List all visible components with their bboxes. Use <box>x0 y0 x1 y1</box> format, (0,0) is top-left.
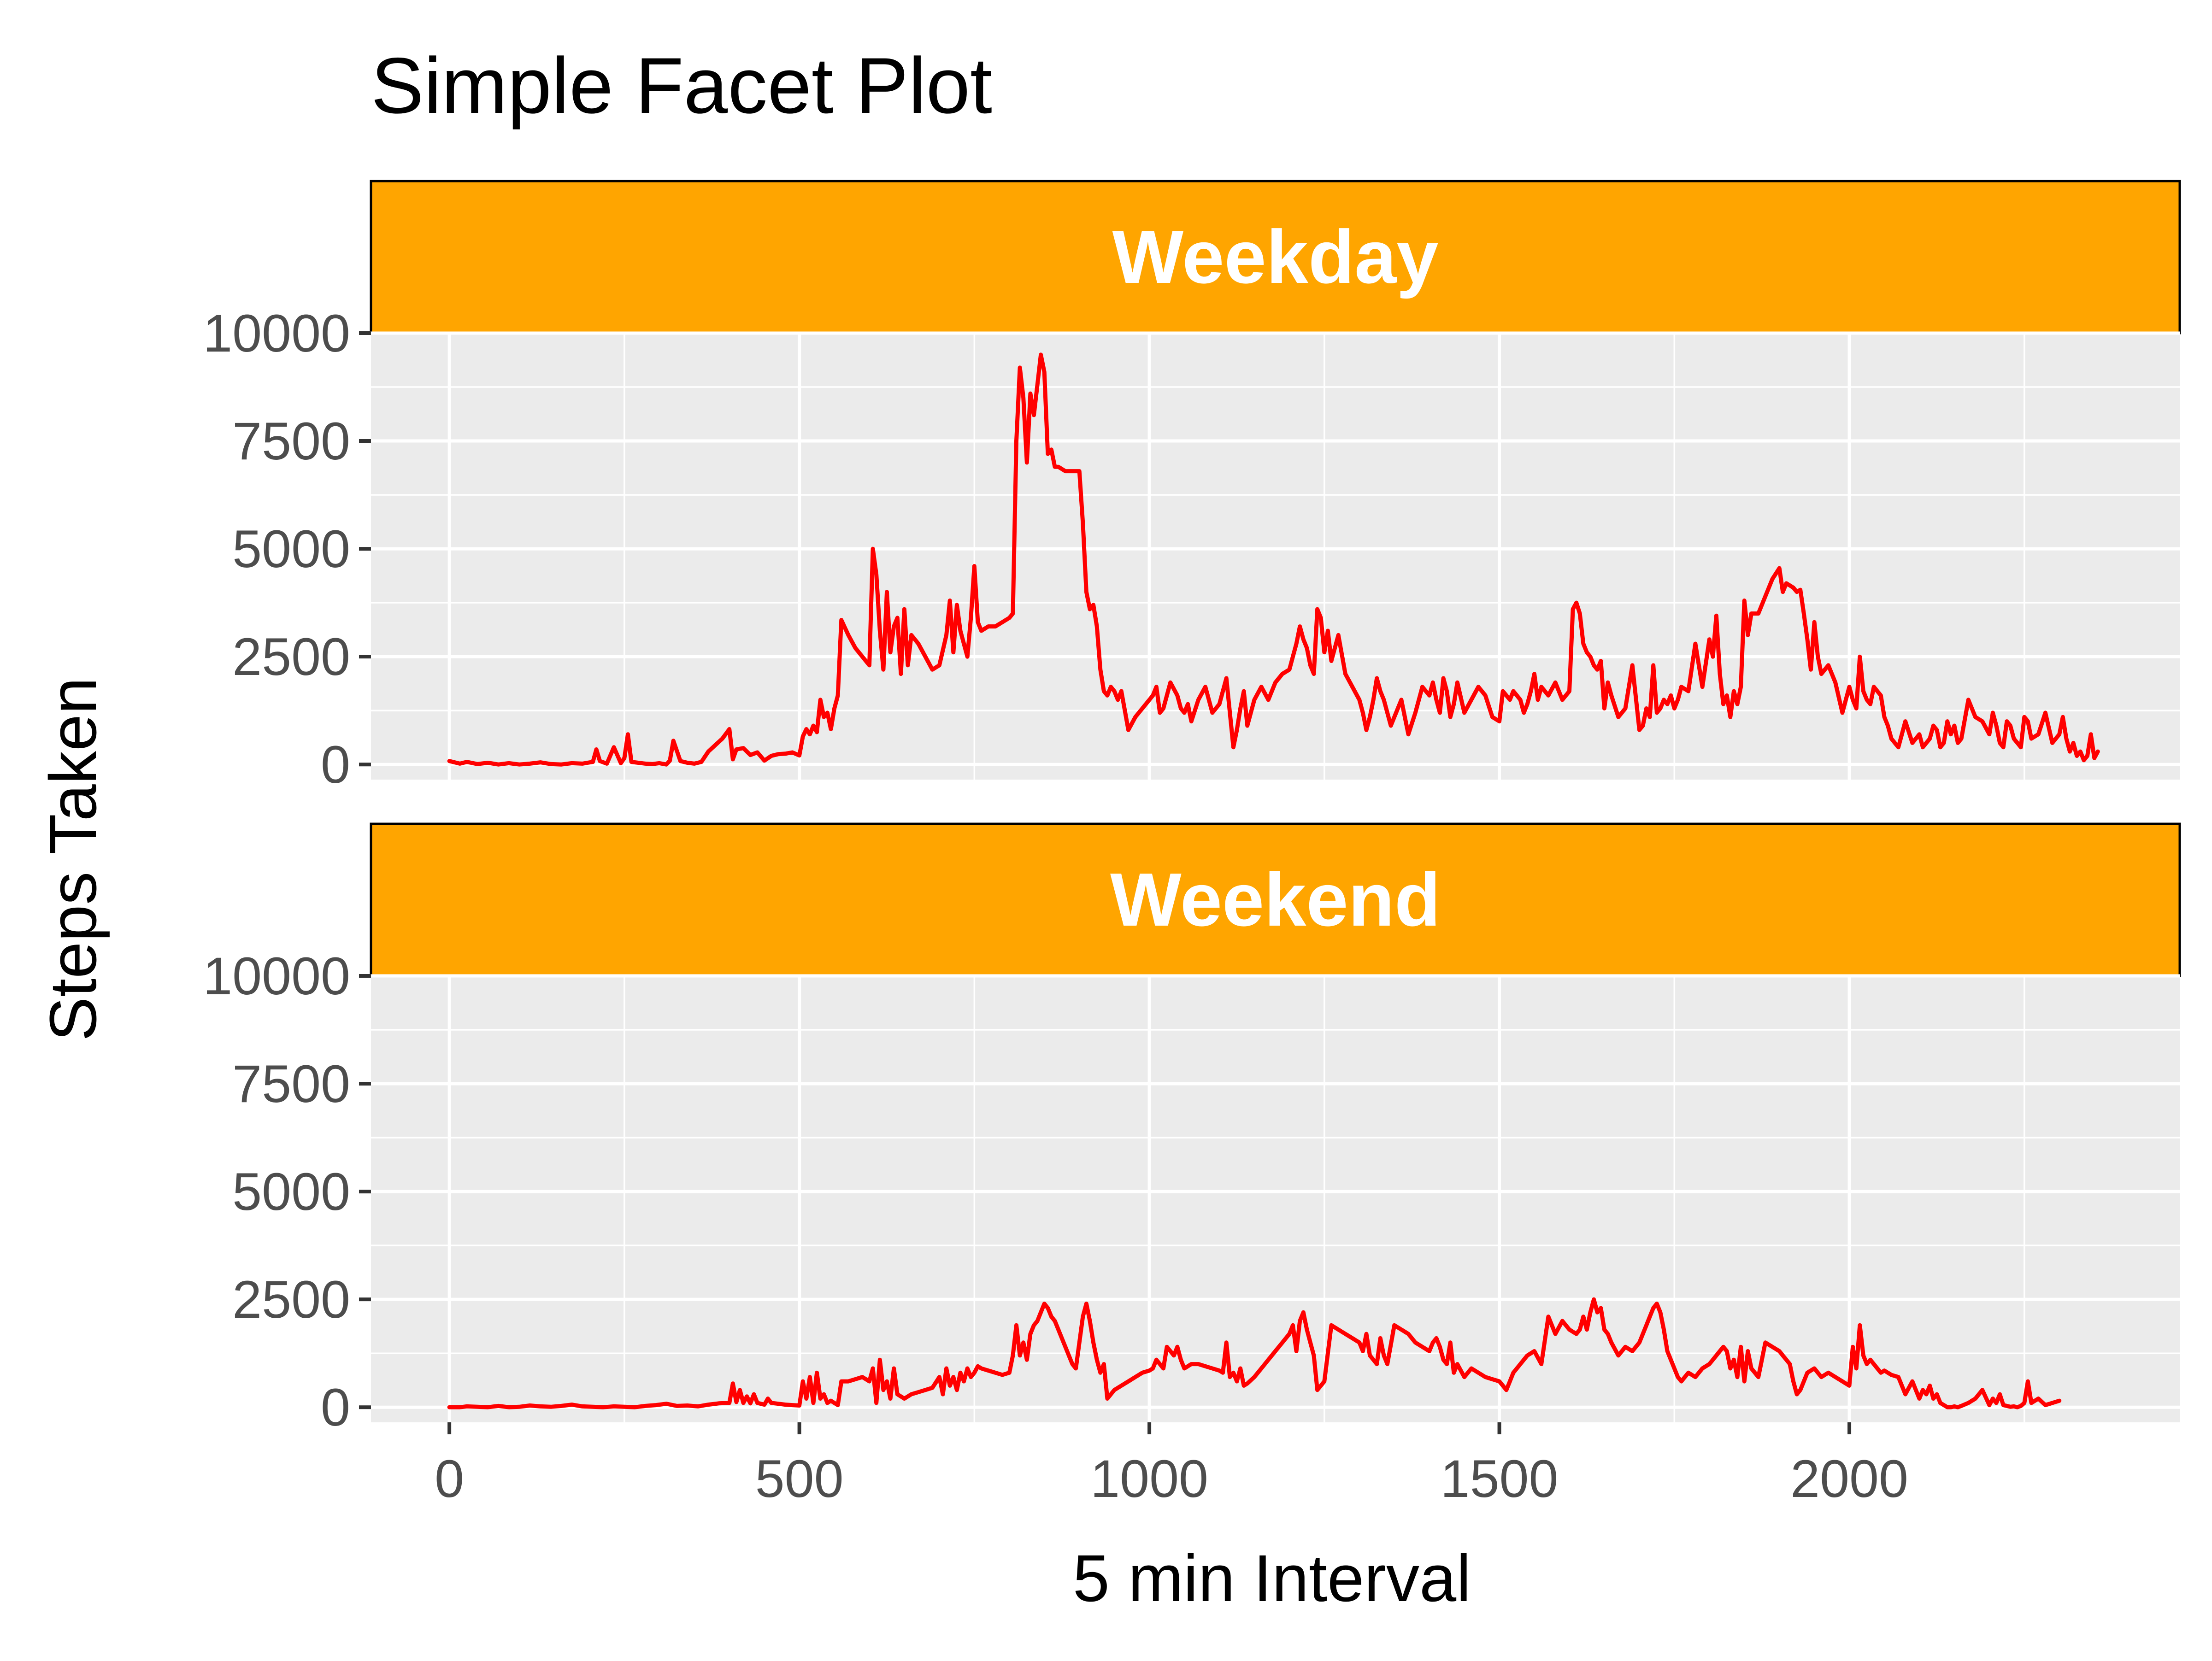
y-tick-label: 2500 <box>232 628 350 687</box>
y-tick-label: 0 <box>321 735 350 794</box>
panel-weekend: Weekend 0 2500 5000 7500 10000 <box>203 822 2181 1437</box>
y-tick-label: 7500 <box>232 1055 350 1114</box>
x-tick-label: 0 <box>435 1450 464 1508</box>
y-tick-label: 7500 <box>232 412 350 471</box>
series-line-weekday <box>447 352 2100 767</box>
facet-strip <box>370 822 2181 977</box>
y-tick-label: 10000 <box>203 304 350 363</box>
y-axis-title: Steps Taken <box>36 677 110 1041</box>
y-tick-label: 0 <box>321 1378 350 1437</box>
panel-background <box>371 976 2180 1422</box>
x-axis-title: 5 min Interval <box>1073 1541 1471 1615</box>
y-tick-label: 5000 <box>232 520 350 579</box>
facet-strip-label: Weekend <box>1110 857 1441 942</box>
facet-strip <box>370 180 2181 335</box>
x-tick-label: 2000 <box>1790 1450 1908 1508</box>
panel-background <box>371 333 2180 780</box>
x-tick-label: 1000 <box>1090 1450 1208 1508</box>
x-tick-label: 500 <box>755 1450 844 1508</box>
chart-title: Simple Facet Plot <box>371 41 992 130</box>
series-line-weekend <box>447 1297 2062 1409</box>
y-tick-label: 2500 <box>232 1270 350 1329</box>
facet-strip-label: Weekday <box>1112 215 1438 299</box>
x-tick-label: 1500 <box>1441 1450 1559 1508</box>
panel-weekday: Weekday 0 2500 5000 7500 10000 <box>203 180 2181 794</box>
y-tick-label: 10000 <box>203 947 350 1006</box>
facet-panels: Weekday 0 2500 5000 7500 10000 Weekend 0 2500 500… <box>203 180 2181 1437</box>
x-axis: 0 500 1000 1500 2000 <box>435 1422 1908 1508</box>
y-tick-label: 5000 <box>232 1162 350 1221</box>
